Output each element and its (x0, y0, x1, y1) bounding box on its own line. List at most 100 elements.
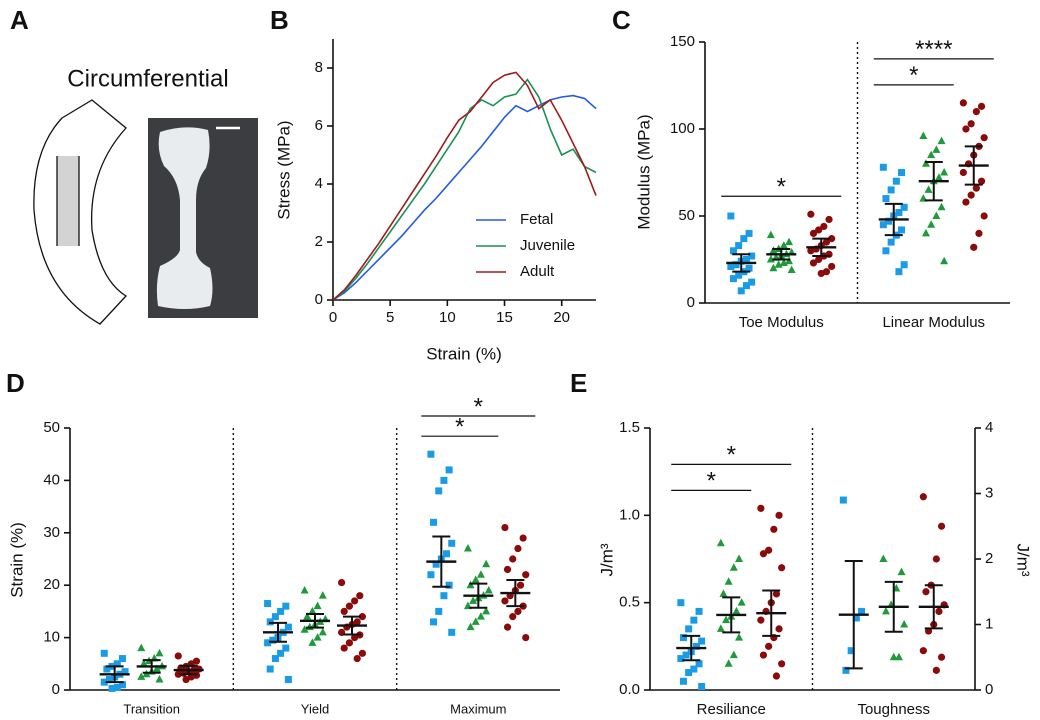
y-tick-label: 0 (687, 294, 695, 311)
data-point (778, 564, 786, 572)
data-point (724, 577, 733, 585)
data-point (300, 625, 309, 633)
x-tick-label: 20 (553, 309, 570, 326)
data-point (940, 256, 949, 265)
data-point (509, 555, 517, 563)
data-point (820, 222, 828, 231)
significance-label: * (707, 468, 716, 495)
data-point (698, 637, 706, 645)
data-point (677, 599, 685, 607)
data-point (847, 647, 855, 655)
data-point (897, 567, 906, 576)
specimen (156, 127, 213, 309)
data-point (732, 261, 740, 269)
y-tick-label: 4 (315, 175, 323, 192)
data-point (514, 607, 522, 616)
data-point (503, 623, 512, 631)
data-point (356, 592, 364, 600)
category-label: Yield (301, 701, 329, 716)
data-point (972, 108, 980, 116)
data-point (934, 173, 943, 181)
y-tick-label: 20 (43, 576, 60, 593)
data-point (748, 252, 756, 260)
data-point (514, 544, 522, 553)
data-point (435, 607, 443, 615)
significance-label: * (909, 62, 918, 89)
data-point (501, 523, 509, 532)
data-point (787, 265, 796, 273)
data-point (809, 259, 818, 267)
y-tick-label: 2 (315, 233, 323, 250)
data-point (698, 683, 706, 691)
data-point (685, 669, 693, 677)
data-point (742, 256, 750, 263)
data-point (174, 652, 182, 660)
y-tick-label: 40 (43, 471, 60, 488)
data-point (898, 226, 906, 234)
data-point (759, 550, 768, 558)
data-point (757, 504, 765, 512)
data-point (155, 648, 164, 657)
y-axis-title: J/m³ (597, 543, 616, 576)
data-point (466, 622, 475, 631)
panel-label: C (612, 5, 631, 35)
data-point (765, 546, 773, 554)
data-point (919, 131, 928, 139)
data-point (471, 575, 480, 583)
data-point (822, 238, 831, 246)
data-point (300, 585, 309, 594)
data-point (484, 585, 493, 594)
category-label: Linear Modulus (882, 314, 985, 331)
data-point (277, 649, 285, 657)
y-axis-title: Strain (%) (7, 522, 26, 598)
data-point (898, 169, 906, 176)
data-point (139, 659, 148, 667)
panel-label: A (10, 5, 29, 35)
data-point (271, 655, 279, 663)
y2-axis-title: J/m³ (1014, 543, 1033, 576)
data-point (509, 613, 517, 621)
category-label: Maximum (450, 701, 506, 716)
data-point (895, 209, 903, 217)
category-label: Toughness (857, 701, 930, 718)
data-point (284, 676, 292, 684)
data-point (121, 668, 129, 676)
data-point (264, 639, 272, 647)
data-point (742, 282, 750, 290)
data-point (778, 660, 786, 668)
data-point (266, 618, 274, 626)
data-point (959, 99, 967, 107)
significance-label: * (777, 174, 786, 201)
data-point (937, 136, 946, 145)
data-point (932, 666, 940, 674)
data-point (919, 647, 927, 655)
data-point (924, 185, 933, 193)
data-point (679, 634, 687, 642)
data-point (103, 665, 111, 673)
data-point (100, 649, 108, 657)
data-point (959, 168, 967, 177)
data-point (937, 653, 946, 661)
data-point (729, 275, 737, 283)
data-point (463, 544, 472, 552)
data-point (729, 650, 738, 659)
data-point (887, 186, 895, 194)
legend-label: Juvenile (520, 237, 575, 254)
y-tick-label: 0 (52, 681, 60, 698)
data-point (735, 242, 743, 250)
data-point (882, 195, 890, 203)
data-point (351, 597, 359, 605)
y-tick-label: 150 (670, 33, 695, 50)
data-point (727, 262, 735, 270)
data-point (113, 660, 121, 668)
data-point (729, 563, 738, 571)
data-point (282, 644, 290, 652)
data-point (318, 627, 327, 636)
data-point (476, 570, 485, 578)
data-point (807, 247, 815, 255)
data-point (695, 660, 703, 668)
y-tick-label: 10 (43, 629, 60, 646)
data-point (430, 618, 438, 626)
data-point (975, 229, 983, 237)
data-point (722, 615, 731, 624)
